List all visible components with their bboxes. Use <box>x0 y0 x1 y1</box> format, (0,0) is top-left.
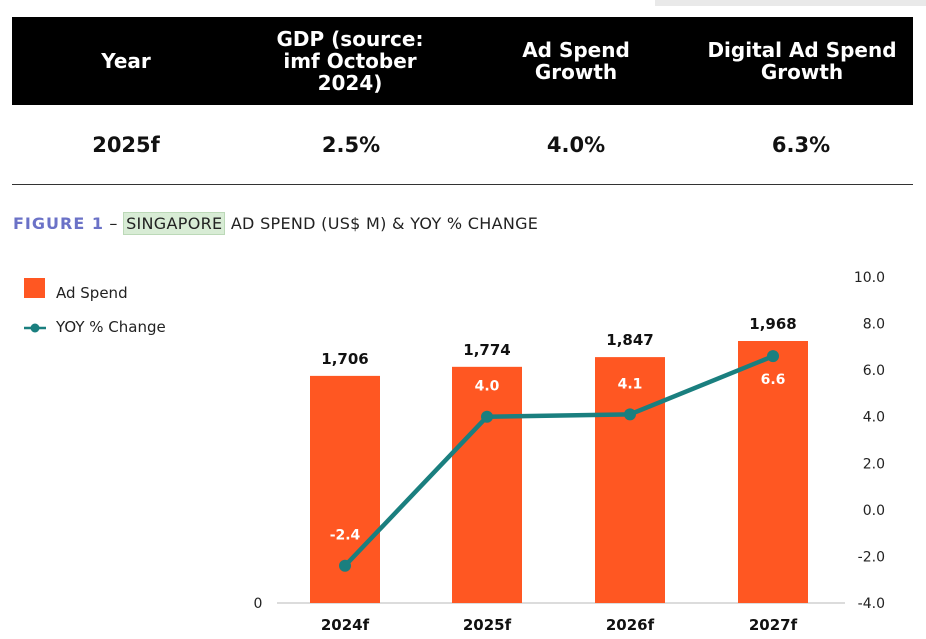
category-label: 2027f <box>749 616 798 634</box>
header-line: 2024) <box>317 71 383 95</box>
figure-title: FIGURE 1 – SINGAPORE AD SPEND (US$ M) & … <box>13 212 539 235</box>
right-axis-tick-label: -4.0 <box>858 596 885 612</box>
bar-value-label: 1,774 <box>463 341 510 359</box>
bar-value-label: 1,847 <box>606 331 653 349</box>
header-gdp: GDP (source: imf October 2024) <box>245 28 455 94</box>
bar-value-label: 1,968 <box>749 315 796 333</box>
header-line: Growth <box>534 60 618 84</box>
yoy-point <box>481 410 493 423</box>
yoy-value-label: 4.1 <box>618 376 643 392</box>
bar-2025f <box>452 366 522 603</box>
right-axis-tick-label: 8.0 <box>863 317 885 333</box>
left-axis-tick-label: 0 <box>254 596 263 612</box>
header-digital-ad-spend-growth: Digital Ad Spend Growth <box>692 39 912 83</box>
legend-label-yoy: YOY % Change <box>56 318 166 336</box>
header-ad-spend-growth: Ad Spend Growth <box>481 39 671 83</box>
header-year: Year <box>95 50 157 72</box>
header-line: Growth <box>760 60 844 84</box>
figure-label: FIGURE 1 <box>13 214 104 233</box>
cell-digital-ad-spend-growth: 6.3% <box>771 133 831 157</box>
yoy-value-label: -2.4 <box>330 528 361 544</box>
table-header: Year GDP (source: imf October 2024) Ad Spe… <box>12 17 913 105</box>
cell-year: 2025f <box>92 133 160 157</box>
header-line: Digital Ad Spend <box>707 38 897 62</box>
right-axis-tick-label: -2.0 <box>858 549 885 565</box>
legend-label-ad-spend: Ad Spend <box>56 284 128 302</box>
category-label: 2024f <box>321 616 370 634</box>
right-axis-tick-label: 4.0 <box>863 410 885 426</box>
table-row: 2025f 2.5% 4.0% 6.3% <box>12 106 913 185</box>
legend-swatch-bar <box>24 278 45 298</box>
right-axis-tick-label: 2.0 <box>863 456 885 472</box>
figure-rest: AD SPEND (US$ M) & YOY % CHANGE <box>230 214 539 233</box>
cell-gdp: 2.5% <box>321 133 381 157</box>
bar-2026f <box>595 357 665 603</box>
legend-swatch-line <box>24 323 46 333</box>
yoy-line <box>343 354 774 568</box>
right-axis-tick-label: 6.0 <box>863 363 885 379</box>
bar-value-label: 1,706 <box>321 350 368 368</box>
header-line: Year <box>101 49 151 73</box>
top-edge-strip <box>655 0 926 6</box>
cell-ad-spend-growth: 4.0% <box>546 133 606 157</box>
yoy-point <box>767 350 779 363</box>
category-label: 2025f <box>463 616 512 634</box>
header-line: Ad Spend <box>522 38 630 62</box>
right-axis-tick-label: 10.0 <box>854 270 885 286</box>
yoy-value-label: 4.0 <box>475 379 500 395</box>
category-label: 2026f <box>606 616 655 634</box>
figure-dash: – <box>109 214 118 233</box>
yoy-value-label: 6.6 <box>761 372 786 388</box>
bar-2027f <box>738 341 808 603</box>
header-line: imf October <box>283 49 417 73</box>
yoy-point <box>339 559 351 572</box>
header-line: GDP (source: <box>276 27 424 51</box>
figure-country: SINGAPORE <box>123 212 226 235</box>
yoy-point <box>624 408 636 421</box>
right-axis-tick-label: 0.0 <box>863 503 885 519</box>
